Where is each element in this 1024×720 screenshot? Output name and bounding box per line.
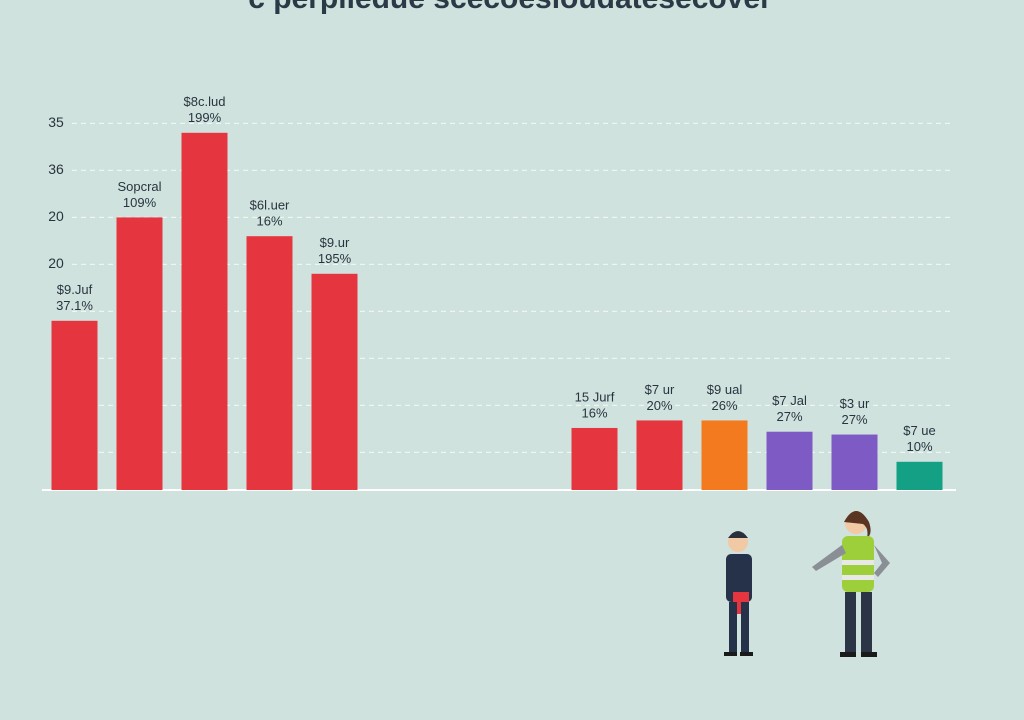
bar-label: $9.Juf xyxy=(57,282,93,297)
illustration xyxy=(724,511,890,657)
bar-label: $9.ur xyxy=(320,235,350,250)
bar-label: $7 ur xyxy=(645,382,675,397)
bar-label: $8c.lud xyxy=(184,94,226,109)
bar-label: 20% xyxy=(646,398,672,413)
y-tick-label: 36 xyxy=(48,161,64,177)
bar-label: 26% xyxy=(711,398,737,413)
bar-label: $3 ur xyxy=(840,396,870,411)
bar-label: 27% xyxy=(841,412,867,427)
bar-label: 10% xyxy=(906,439,932,454)
bar-label: 199% xyxy=(188,110,222,125)
bar-label: 195% xyxy=(318,251,352,266)
bar xyxy=(766,431,813,490)
bar xyxy=(51,320,98,490)
bar xyxy=(116,217,163,490)
bar-label: $7 Jal xyxy=(772,393,807,408)
bar-label: 15 Jurf xyxy=(575,389,615,404)
bar-label: $6l.uer xyxy=(250,198,290,213)
bar-label: 16% xyxy=(256,214,282,229)
bar xyxy=(571,427,618,490)
bar-label: 27% xyxy=(776,409,802,424)
bar xyxy=(831,434,878,490)
bar xyxy=(701,420,748,490)
bar-label: 109% xyxy=(123,195,157,210)
bar-label: Sopcral xyxy=(117,179,161,194)
bar-label: 16% xyxy=(581,405,607,420)
bar xyxy=(246,236,293,490)
y-tick-label: 35 xyxy=(48,114,64,130)
chart-title: c perpliedue scecoesloudatesecover xyxy=(248,0,772,15)
bar xyxy=(311,273,358,490)
bar xyxy=(636,420,683,490)
bar-label: $7 ue xyxy=(903,423,936,438)
y-tick-label: 20 xyxy=(48,208,64,224)
bar-label: 37.1% xyxy=(56,298,93,313)
y-tick-label: 20 xyxy=(48,255,64,271)
bar-label: $9 ual xyxy=(707,382,743,397)
bar xyxy=(181,132,228,491)
bar xyxy=(896,461,943,490)
